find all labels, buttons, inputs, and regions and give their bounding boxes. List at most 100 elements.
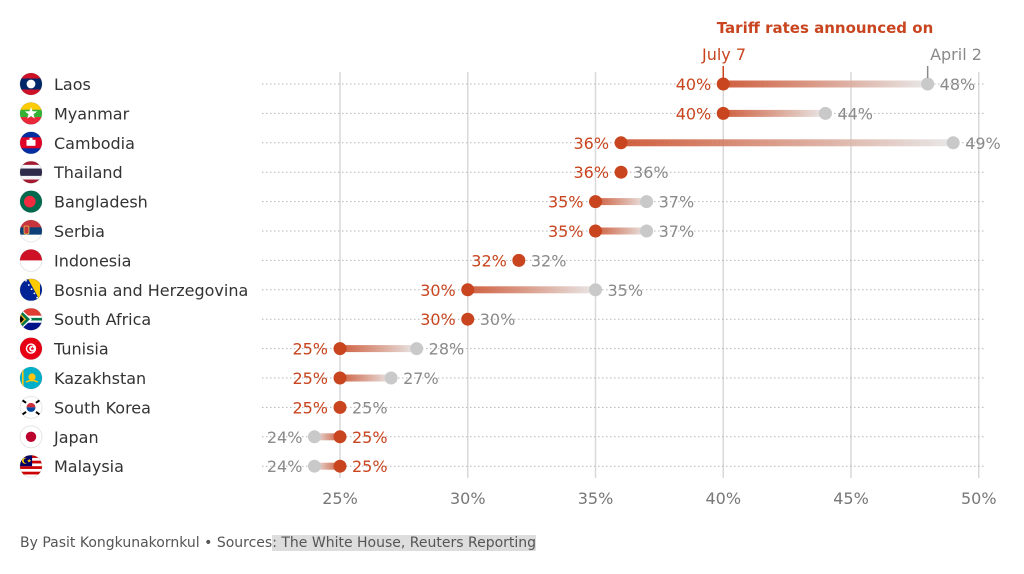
- july-dot: [614, 165, 628, 179]
- x-tick-label: 50%: [961, 489, 997, 508]
- july-dot: [614, 136, 628, 150]
- july-dot: [589, 224, 602, 238]
- april-value-label: 24%: [267, 428, 303, 447]
- japan-flag-icon: [19, 425, 43, 449]
- april-value-label: 27%: [403, 369, 439, 388]
- kazakhstan-flag-icon: [19, 366, 43, 390]
- april-value-label: 30%: [480, 310, 516, 329]
- bosnia-flag-icon: [19, 278, 43, 302]
- chart-row: Japan 25% 24%: [19, 425, 985, 449]
- april-dot: [384, 371, 398, 385]
- x-axis-ticks: 25% 30% 35% 40% 45% 50%: [322, 489, 996, 508]
- change-bar: [314, 433, 340, 441]
- april-dot: [640, 224, 654, 238]
- july-dot: [461, 312, 475, 326]
- change-bar: [723, 109, 826, 117]
- change-bar: [340, 345, 417, 353]
- country-label: Japan: [53, 428, 99, 447]
- july-dot: [333, 342, 347, 356]
- change-bar: [314, 462, 340, 470]
- july-value-label: 35%: [548, 193, 584, 212]
- chart-title: Tariff rates announced on: [717, 19, 934, 37]
- july-dot: [589, 195, 602, 209]
- change-bar: [595, 227, 647, 235]
- july-value-label: 40%: [676, 104, 712, 123]
- change-bar: [595, 198, 647, 206]
- april-dot: [307, 430, 321, 444]
- july-value-label: 25%: [352, 457, 388, 476]
- july-dot: [333, 400, 347, 414]
- change-bar: [621, 139, 954, 147]
- serbia-flag-icon: [19, 219, 43, 243]
- april-value-label: 36%: [633, 163, 669, 182]
- change-bar: [723, 80, 928, 88]
- july-value-label: 36%: [573, 134, 609, 153]
- april-dot: [589, 283, 602, 297]
- july-value-label: 25%: [292, 340, 328, 359]
- april-value-label: 37%: [659, 222, 695, 241]
- april-dot: [307, 459, 321, 473]
- april-dot: [640, 195, 654, 209]
- july-value-label: 40%: [676, 75, 712, 94]
- chart-row: Thailand 36% 36%: [19, 160, 985, 184]
- country-label: Bosnia and Herzegovina: [54, 281, 248, 300]
- country-label: South Korea: [54, 398, 151, 417]
- chart-row: Malaysia 25% 24%: [19, 454, 985, 478]
- july-series-label: July 7: [701, 45, 746, 64]
- april-dot: [946, 136, 960, 150]
- country-label: Laos: [54, 75, 91, 94]
- x-tick-label: 40%: [705, 489, 741, 508]
- chart-row: Serbia 35% 37%: [19, 219, 985, 243]
- indonesia-flag-icon: [19, 248, 43, 272]
- south-korea-flag-icon: [19, 395, 43, 419]
- chart-row: Bangladesh 35% 37%: [19, 190, 985, 214]
- chart-row: Indonesia 32% 32%: [19, 248, 985, 272]
- april-value-label: 44%: [837, 104, 873, 123]
- april-dot: [410, 342, 424, 356]
- july-value-label: 32%: [471, 251, 507, 270]
- july-value-label: 35%: [548, 222, 584, 241]
- tunisia-flag-icon: [19, 337, 43, 361]
- x-tick-label: 35%: [578, 489, 614, 508]
- change-bar: [467, 286, 596, 294]
- april-value-label: 32%: [531, 251, 567, 270]
- x-tick-label: 45%: [833, 489, 869, 508]
- country-label: Bangladesh: [54, 193, 148, 212]
- byline: By Pasit Kongkunakornkul • Sources: [20, 535, 273, 551]
- chart-row: South Korea 25% 25%: [19, 395, 985, 419]
- april-value-label: 35%: [608, 281, 644, 300]
- april-value-label: 37%: [659, 193, 695, 212]
- july-dot: [333, 371, 347, 385]
- july-dot: [461, 283, 475, 297]
- country-label: Thailand: [53, 163, 123, 182]
- chart-row: Kazakhstan 25% 27%: [19, 366, 985, 390]
- july-dot: [716, 77, 730, 91]
- july-dot: [512, 253, 526, 267]
- south-africa-flag-icon: [19, 307, 43, 331]
- country-label: Tunisia: [53, 340, 109, 359]
- july-value-label: 25%: [292, 398, 328, 417]
- july-dot: [716, 106, 730, 120]
- country-label: Malaysia: [54, 457, 124, 476]
- chart-row: Myanmar 40% 44%: [19, 102, 985, 125]
- chart-row: South Africa 30% 30%: [19, 307, 985, 331]
- chart-row: Laos 40% 48%: [19, 72, 985, 96]
- bangladesh-flag-icon: [19, 190, 43, 214]
- chart-row: Bosnia and Herzegovina 30% 35%: [19, 278, 985, 302]
- x-tick-label: 25%: [322, 489, 358, 508]
- malaysia-flag-icon: [19, 454, 43, 478]
- april-value-label: 49%: [965, 134, 1001, 153]
- country-label: Indonesia: [54, 251, 131, 270]
- cambodia-flag-icon: [19, 131, 43, 155]
- april-value-label: 48%: [940, 75, 976, 94]
- april-dot: [921, 77, 935, 91]
- grid-layer: [339, 72, 980, 478]
- row-layer: Laos 40% 48% Myanmar 40% 44% Cambodia 36% 49% Tha…: [19, 72, 1001, 478]
- july-dot: [333, 430, 347, 444]
- april-value-label: 28%: [429, 340, 465, 359]
- country-label: Myanmar: [54, 104, 130, 123]
- april-series-label: April 2: [930, 45, 982, 64]
- july-value-label: 25%: [352, 428, 388, 447]
- july-value-label: 36%: [573, 163, 609, 182]
